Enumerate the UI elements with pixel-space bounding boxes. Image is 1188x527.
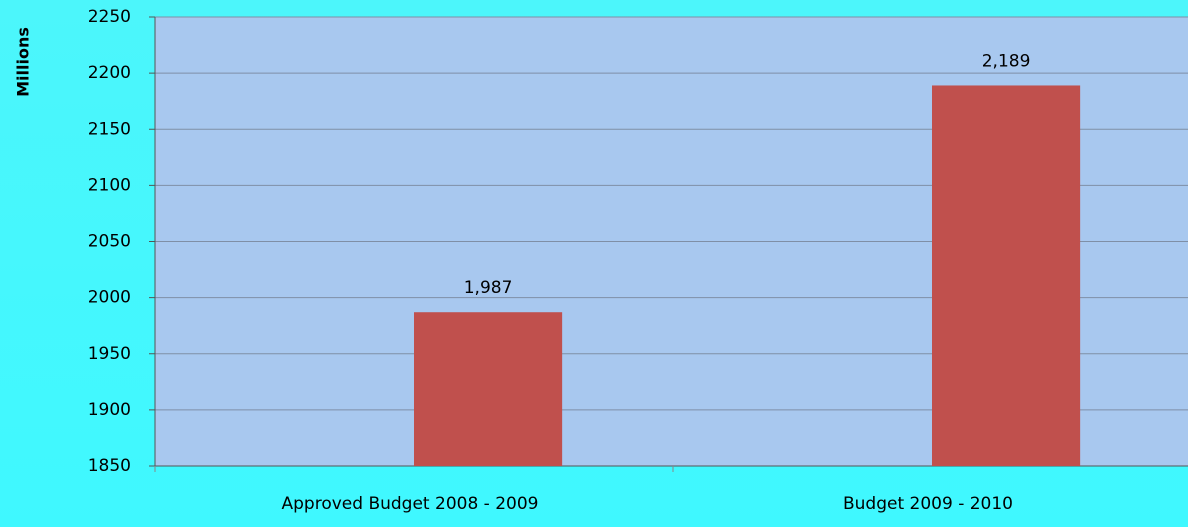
y-axis-label: Millions <box>14 27 33 97</box>
y-tick-label: 1950 <box>88 344 131 364</box>
value-label: 1,987 <box>464 278 513 298</box>
y-tick-label: 2250 <box>88 7 131 27</box>
value-label: 2,189 <box>982 51 1031 71</box>
y-tick-label: 2100 <box>88 175 131 195</box>
bar <box>414 312 563 466</box>
bar <box>932 85 1081 466</box>
x-tick-label: Budget 2009 - 2010 <box>843 494 1013 514</box>
y-tick-label: 2000 <box>88 288 131 308</box>
y-tick-label: 2150 <box>88 119 131 139</box>
y-tick-label: 2050 <box>88 232 131 252</box>
y-tick-label: 1850 <box>88 456 131 476</box>
x-tick-label: Approved Budget 2008 - 2009 <box>282 494 539 514</box>
y-tick-label: 2200 <box>88 63 131 83</box>
y-tick-label: 1900 <box>88 400 131 420</box>
